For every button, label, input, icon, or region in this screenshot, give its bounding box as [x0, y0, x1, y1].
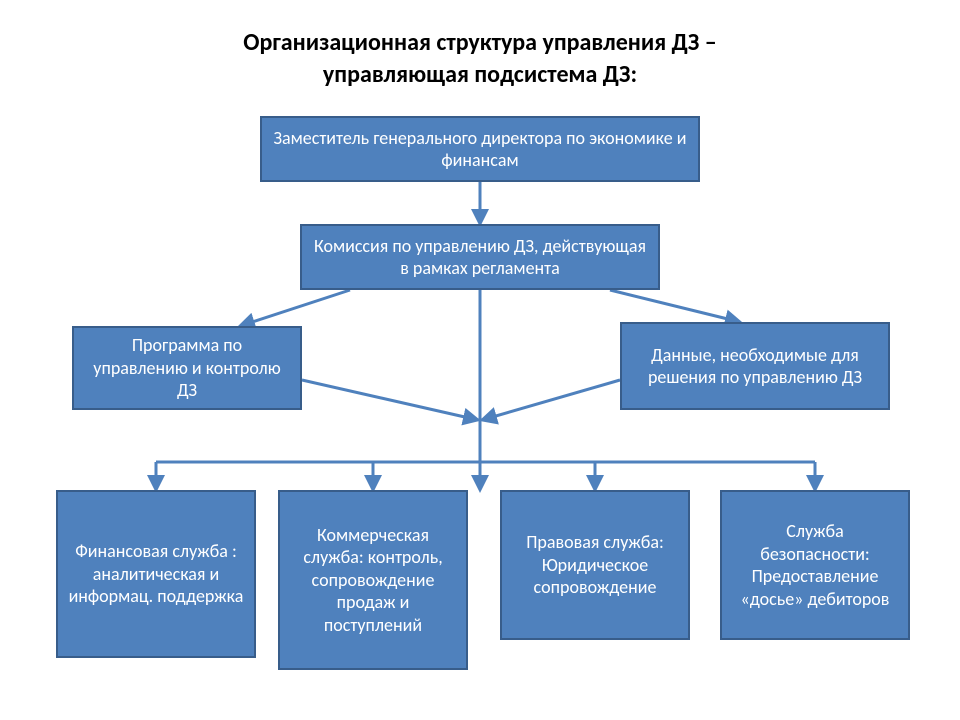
- org-chart: { "diagram": { "type": "flowchart", "bac…: [0, 0, 960, 720]
- node-n2: Комиссия по управлению ДЗ, действующая в…: [300, 224, 660, 290]
- node-n1: Заместитель генерального директора по эк…: [260, 116, 700, 182]
- node-n3: Программа по управлению и контролю ДЗ: [72, 326, 302, 410]
- node-n6: Коммерческая служба: контроль, сопровожд…: [278, 490, 468, 670]
- edge: [240, 290, 350, 326]
- node-n8: Служба безопасности: Предоставление «дос…: [720, 490, 910, 640]
- node-n4: Данные, необходимые для решения по управ…: [620, 322, 890, 410]
- node-n5: Финансовая служба : аналитическая и инфо…: [56, 490, 256, 658]
- title-line2: управляющая подсистема ДЗ:: [0, 60, 960, 89]
- node-n7: Правовая служба: Юридическое сопровожден…: [500, 490, 690, 640]
- title-line1: Организационная структура управления ДЗ …: [0, 28, 960, 57]
- edge: [302, 380, 478, 420]
- edge: [610, 290, 740, 322]
- edge: [482, 380, 620, 420]
